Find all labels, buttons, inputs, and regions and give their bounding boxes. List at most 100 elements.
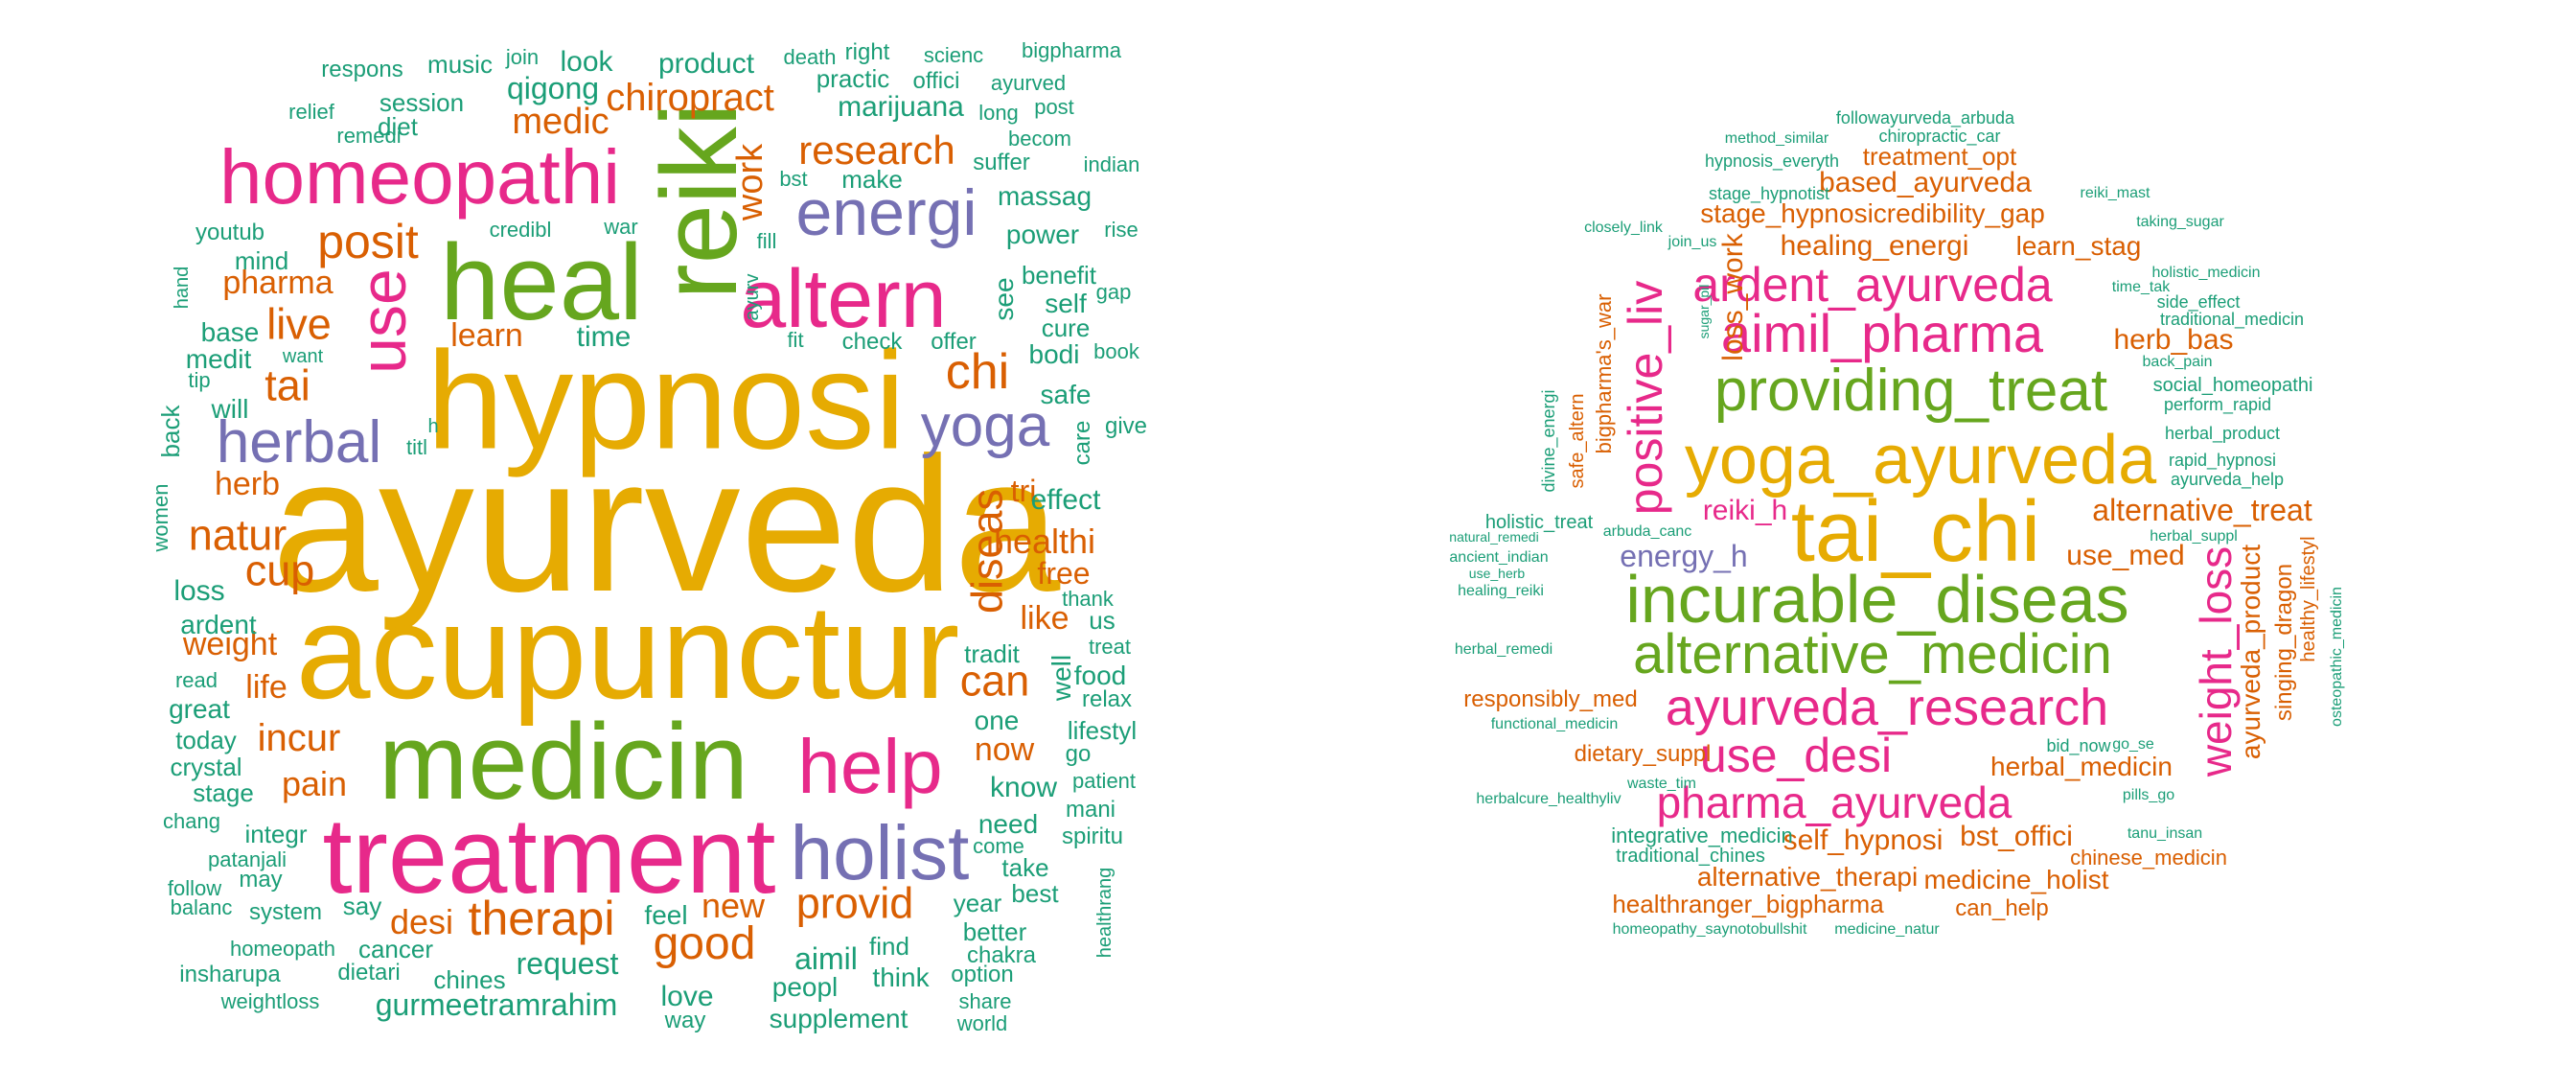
word-social-homeopathi: social_homeopathi bbox=[2152, 375, 2313, 396]
word-reiki-mast: reiki_mast bbox=[2080, 185, 2150, 201]
word-new: new bbox=[701, 886, 766, 925]
word-medit: medit bbox=[185, 344, 252, 374]
word-yoga-ayurveda: yoga_ayurveda bbox=[1684, 422, 2157, 499]
word-herb-bas: herb_bas bbox=[2113, 324, 2234, 356]
word-ancient-indian: ancient_indian bbox=[1449, 549, 1549, 566]
word-rapid-hypnosi: rapid_hypnosi bbox=[2168, 451, 2277, 470]
word-healthy-lifestyl: healthy_lifestyl bbox=[2298, 536, 2319, 662]
word-year: year bbox=[953, 889, 1002, 917]
word-stage-hypnotist: stage_hypnotist bbox=[1708, 184, 1830, 203]
word-supplement: supplement bbox=[769, 1004, 908, 1033]
word-treatment-opt: treatment_opt bbox=[1862, 142, 2017, 171]
word-come: come bbox=[973, 834, 1024, 858]
word-medicin: medicin bbox=[379, 702, 748, 822]
word-holistic-treat: holistic_treat bbox=[1484, 512, 1594, 533]
word-back-pain: back_pain bbox=[2142, 354, 2213, 370]
word-alternative-therapi: alternative_therapi bbox=[1696, 862, 1919, 892]
word-great: great bbox=[169, 694, 230, 724]
word-right: right bbox=[844, 39, 890, 65]
word-posit: posit bbox=[317, 215, 419, 268]
word-chines: chines bbox=[433, 965, 506, 994]
word-make: make bbox=[841, 165, 903, 194]
word-relax: relax bbox=[1081, 686, 1133, 712]
word-herbal-remedi: herbal_remedi bbox=[1454, 641, 1553, 658]
word-dietary-suppl: dietary_suppl bbox=[1574, 741, 1712, 767]
word-research: research bbox=[798, 128, 955, 173]
word-like: like bbox=[1020, 600, 1070, 637]
word-treatment: treatment bbox=[322, 796, 776, 916]
word-herbal-suppl: herbal_suppl bbox=[2150, 528, 2238, 545]
word-titl: titl bbox=[406, 435, 427, 459]
word-integrative-medicin: integrative_medicin bbox=[1611, 823, 1793, 847]
word-safe-altern: safe_altern bbox=[1567, 393, 1588, 489]
word-world: world bbox=[956, 1011, 1008, 1035]
word-herbal-product: herbal_product bbox=[2164, 424, 2281, 443]
word-tai-chi: tai_chi bbox=[1790, 484, 2041, 580]
word-cure: cure bbox=[1041, 313, 1091, 342]
word-medic: medic bbox=[512, 102, 610, 142]
word-homeopathi: homeopathi bbox=[218, 134, 621, 220]
word-h: h bbox=[427, 416, 439, 437]
word-can: can bbox=[959, 656, 1030, 706]
word-spiritu: spiritu bbox=[1061, 823, 1124, 849]
word-chiropract: chiropract bbox=[606, 77, 774, 119]
word-time-tak: time_tak bbox=[2111, 279, 2171, 295]
word-gurmeetramrahim: gurmeetramrahim bbox=[375, 987, 618, 1022]
word-natur: natur bbox=[188, 510, 288, 560]
word-today: today bbox=[175, 726, 237, 754]
word-becom: becom bbox=[1007, 127, 1072, 151]
word-alternative-medicin: alternative_medicin bbox=[1633, 623, 2112, 685]
word-hypnosi: hypnosi bbox=[426, 322, 906, 478]
word-pills-go: pills_go bbox=[2122, 787, 2175, 803]
word-weightloss: weightloss bbox=[220, 989, 320, 1013]
word-acupunctur: acupunctur bbox=[295, 576, 960, 727]
word-massag: massag bbox=[997, 181, 1092, 211]
word-herbal-medicin: herbal_medicin bbox=[1990, 752, 2173, 781]
word-cup: cup bbox=[244, 545, 315, 595]
word-tanu-insan: tanu_insan bbox=[2127, 825, 2203, 842]
word-free: free bbox=[1037, 556, 1091, 591]
word-energi: energi bbox=[795, 176, 978, 249]
word-food: food bbox=[1073, 661, 1127, 690]
word-use-herb: use_herb bbox=[1468, 566, 1526, 581]
word-cancer: cancer bbox=[357, 935, 434, 963]
word-responsibly-med: responsibly_med bbox=[1463, 686, 1638, 712]
word-suffer: suffer bbox=[973, 150, 1030, 175]
word-desi: desi bbox=[389, 902, 454, 941]
word-relief: relief bbox=[288, 100, 334, 124]
word-ayurv: ayurv bbox=[742, 273, 763, 321]
word-can-help: can_help bbox=[1955, 895, 2049, 921]
word-side-effect: side_effect bbox=[2156, 292, 2241, 312]
word-find: find bbox=[869, 932, 909, 961]
word-stage: stage bbox=[193, 778, 254, 807]
word-lifestyl: lifestyl bbox=[1067, 716, 1138, 745]
word-arbuda-canc: arbuda_canc bbox=[1602, 523, 1692, 540]
word-good: good bbox=[653, 918, 756, 969]
word-indian: indian bbox=[1083, 152, 1140, 176]
word-effect: effect bbox=[1030, 484, 1101, 516]
word-chi: chi bbox=[945, 344, 1010, 400]
word-rise: rise bbox=[1104, 218, 1138, 242]
word-product: product bbox=[657, 48, 755, 80]
word-youtub: youtub bbox=[195, 220, 265, 245]
word-herbal: herbal bbox=[216, 409, 382, 476]
word-diet: diet bbox=[378, 112, 418, 141]
word-tai: tai bbox=[264, 360, 310, 410]
word-tradit: tradit bbox=[964, 639, 1020, 668]
word-request: request bbox=[516, 946, 619, 981]
word-medicine-holist: medicine_holist bbox=[1923, 865, 2109, 894]
word-holistic-medicin: holistic_medicin bbox=[2151, 265, 2261, 281]
word-check: check bbox=[841, 329, 903, 355]
word-use: use bbox=[347, 268, 420, 374]
word-ardent-ayurveda: ardent_ayurveda bbox=[1692, 258, 2053, 312]
word-integr: integr bbox=[244, 820, 308, 848]
word-therapi: therapi bbox=[468, 892, 615, 945]
word-aimil: aimil bbox=[794, 941, 858, 976]
word-respons: respons bbox=[321, 57, 403, 82]
word-healthi: healthi bbox=[993, 522, 1096, 561]
word-traditional-medicin: traditional_medicin bbox=[2159, 310, 2305, 329]
word-dietari: dietari bbox=[337, 960, 401, 986]
word-singing-dragon: singing_dragon bbox=[2271, 563, 2297, 722]
word-remedi: remedi bbox=[336, 124, 402, 148]
word-heal: heal bbox=[440, 222, 643, 342]
